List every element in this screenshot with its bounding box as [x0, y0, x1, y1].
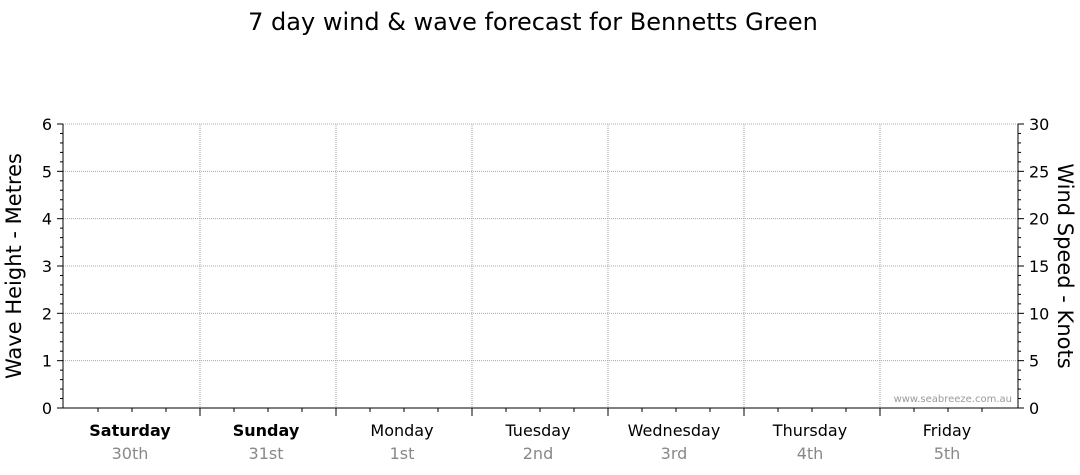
date-label: 5th [934, 444, 961, 463]
date-label: 4th [797, 444, 824, 463]
axis-layer [57, 123, 1024, 416]
date-label: 31st [249, 444, 284, 463]
day-label: Friday [923, 421, 972, 440]
right-tick-label: 5 [1029, 352, 1039, 371]
left-tick-label: 6 [42, 115, 52, 134]
left-tick-label: 2 [42, 304, 52, 323]
left-tick-label: 4 [42, 210, 52, 229]
right-tick-label: 0 [1029, 399, 1039, 418]
left-axis-title: Wave Height - Metres [2, 153, 26, 379]
left-tick-label: 5 [42, 162, 52, 181]
grid-layer [63, 123, 1018, 408]
watermark: www.seabreeze.com.au [894, 394, 1012, 405]
chart-title: 7 day wind & wave forecast for Bennetts … [248, 8, 818, 36]
date-label: 1st [390, 444, 415, 463]
left-tick-label: 0 [42, 399, 52, 418]
day-label: Tuesday [504, 421, 570, 440]
left-tick-label: 3 [42, 257, 52, 276]
label-layer: 0 1 2 3 4 5 6 0 5 10 15 20 25 30 Saturday 30th Sunday 31s… [42, 115, 1050, 463]
left-tick-label: 1 [42, 352, 52, 371]
day-label: Monday [370, 421, 433, 440]
right-tick-label: 25 [1029, 162, 1049, 181]
day-label: Sunday [233, 421, 300, 440]
day-label: Wednesday [628, 421, 721, 440]
right-axis-title: Wind Speed - Knots [1053, 163, 1077, 368]
day-label: Saturday [89, 421, 171, 440]
right-tick-label: 10 [1029, 304, 1049, 323]
right-tick-label: 20 [1029, 210, 1049, 229]
day-label: Thursday [772, 421, 847, 440]
date-label: 30th [112, 444, 149, 463]
right-tick-label: 15 [1029, 257, 1049, 276]
date-label: 3rd [661, 444, 688, 463]
date-label: 2nd [523, 444, 553, 463]
right-tick-label: 30 [1029, 115, 1049, 134]
